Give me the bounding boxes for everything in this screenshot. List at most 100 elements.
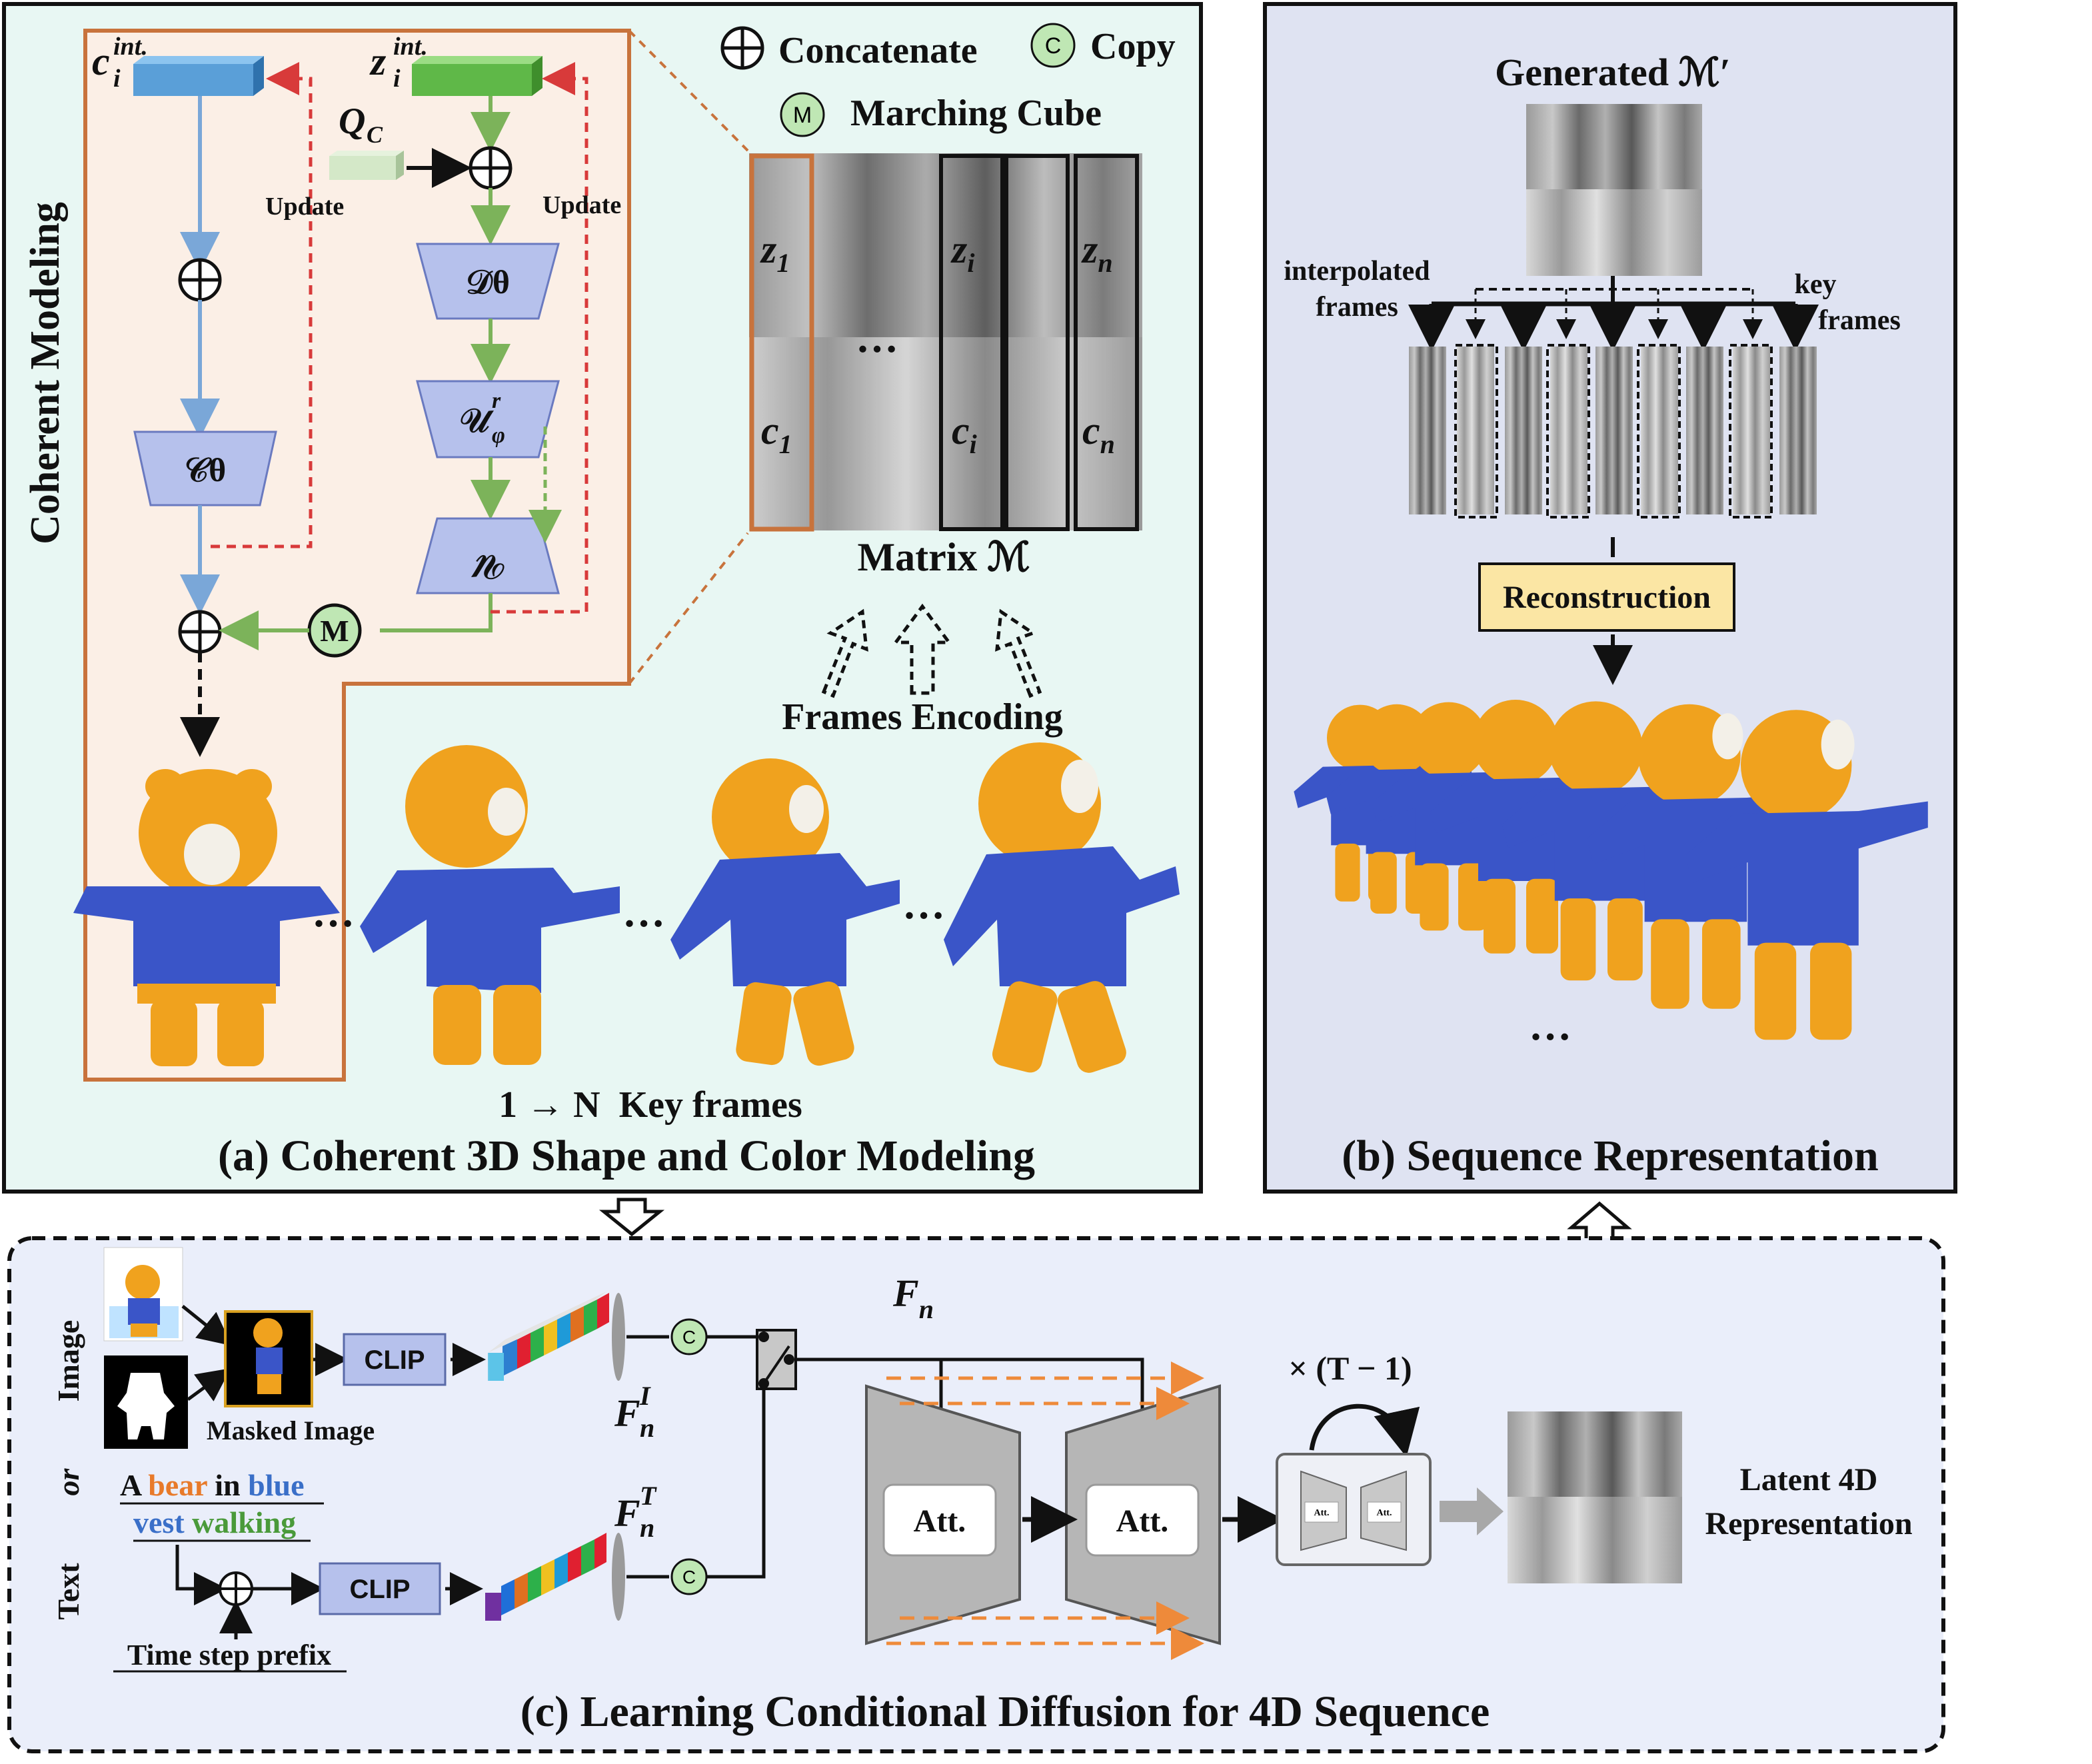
z-int-sup: int. [393, 33, 428, 61]
sequence-ellipsis: … [1529, 1002, 1571, 1049]
latent-label-1: Latent 4D [1740, 1462, 1878, 1497]
panel-b: Generated ℳ′ interpolated frames key fra… [1263, 2, 1957, 1194]
c-int-label: c [92, 39, 110, 83]
reconstructed-bears [1294, 700, 1928, 1040]
u-phi-sup: r [492, 389, 501, 413]
clip-image-label: CLIP [364, 1345, 425, 1375]
svg-text:C: C [1045, 33, 1062, 59]
concat-icon [178, 610, 222, 654]
bear-ellipsis-2: … [622, 888, 665, 936]
matrix-cn: cn [1082, 409, 1115, 459]
legend-concatenate: Concatenate [778, 30, 978, 71]
legend-marching-cube: Marching Cube [850, 93, 1102, 134]
u-phi-flipped-label: 𝒰 [471, 548, 506, 586]
matrix-ellipsis: … [856, 314, 898, 361]
u-phi-label: 𝒰 [460, 402, 495, 439]
clip-text-box [319, 1562, 441, 1615]
frames-encoding-label: Frames Encoding [782, 696, 1063, 738]
small-att-2-label: Att. [1377, 1508, 1392, 1518]
att-decoder-label: Att. [1116, 1503, 1169, 1539]
concat-icon [178, 258, 222, 302]
svg-text:M: M [320, 614, 349, 648]
matrix-zi: zi [950, 227, 974, 278]
att-decoder-box [1085, 1483, 1200, 1557]
svg-text:C: C [682, 1567, 696, 1587]
mask-image [104, 1355, 188, 1449]
arrow-a-to-c [598, 1198, 665, 1237]
key-label-2: frames [1818, 305, 1901, 336]
c-theta-label: 𝒞θ [185, 451, 227, 488]
input-image [103, 1247, 183, 1341]
concat-icon-text [219, 1571, 253, 1606]
panel-c-caption: (c) Learning Conditional Diffusion for 4… [521, 1687, 1490, 1736]
or-label: or [51, 1467, 85, 1495]
svg-text:M: M [793, 103, 812, 128]
z-int-label: z [369, 39, 387, 83]
fnt-sub: n [640, 1513, 654, 1543]
fni-sub: n [640, 1413, 654, 1443]
att-encoder-label: Att. [914, 1503, 966, 1539]
repeat-arrow [1309, 1403, 1420, 1457]
panel-a: Coherent Modeling c int. i z int. i Q C [2, 2, 1203, 1194]
arrow-c-to-b [1567, 1201, 1632, 1243]
legend-copy: Copy [1090, 26, 1176, 67]
qc-block [329, 151, 404, 180]
c-int-sup: int. [113, 33, 148, 61]
c-int-sub: i [113, 65, 121, 93]
concat-legend-icon [720, 26, 764, 70]
fni-label: F [614, 1391, 640, 1435]
panel-a-caption: (a) Coherent 3D Shape and Color Modeling [218, 1132, 1035, 1180]
generated-m-matrix [1526, 104, 1702, 276]
prompt-line-1: A bear in blue [120, 1468, 305, 1502]
text-label: Text [51, 1563, 85, 1620]
bear-keyframe-1 [73, 769, 340, 1066]
fn-label: Fn [892, 1272, 934, 1324]
matrix-col-1 [749, 153, 814, 532]
frame-strips [1409, 344, 1817, 518]
c-int-block [133, 56, 264, 96]
key-frame-arrows [1408, 304, 1819, 351]
matrix-c1: c1 [761, 409, 792, 459]
coherent-modeling-title: Coherent Modeling [23, 202, 68, 544]
latent-label-2: Representation [1705, 1506, 1912, 1541]
reconstruction-box [1478, 562, 1735, 632]
small-att-2 [1367, 1501, 1402, 1523]
matrix-zn: zn [1081, 227, 1113, 278]
image-projection-lens [612, 1293, 625, 1381]
image-label: Image [51, 1320, 85, 1402]
text-projection-lens [612, 1533, 625, 1621]
latent-4d-matrix [1508, 1411, 1682, 1583]
u-phi-flipped-block [416, 517, 560, 594]
svg-text:C: C [682, 1327, 696, 1347]
matrix-m [749, 153, 1142, 532]
generated-m-label: Generated ℳ′ [1495, 51, 1731, 94]
fnt-sup: T [640, 1481, 657, 1511]
grey-arrow [1440, 1487, 1504, 1535]
small-unet-box [1276, 1453, 1432, 1566]
concat-icon [469, 146, 513, 190]
image-embedding-blocks [489, 1293, 609, 1381]
z-int-block [412, 56, 542, 96]
matrix-label: Matrix ℳ [857, 535, 1030, 579]
z-int-sub: i [393, 65, 401, 93]
matrix-col-n [1074, 154, 1139, 531]
bear-keyframe-n [944, 742, 1180, 1073]
update-left-label: Update [265, 193, 344, 221]
d-theta-block [416, 243, 560, 320]
small-att-1 [1304, 1501, 1339, 1523]
masked-image [224, 1310, 313, 1407]
matrix-col-extra [1004, 154, 1070, 531]
matrix-col-i [939, 154, 1004, 531]
copy-legend-icon: C [1030, 23, 1076, 68]
panel-b-caption: (b) Sequence Representation [1342, 1132, 1878, 1180]
frames-encoding-arrows [821, 603, 1042, 698]
masked-image-label: Masked Image [207, 1415, 375, 1445]
time-step-prefix: Time step prefix [127, 1639, 331, 1671]
march-legend-icon: M [780, 92, 825, 137]
interp-label-1: interpolated [1284, 256, 1430, 287]
repeat-label: × (T − 1) [1288, 1349, 1412, 1387]
bear-ellipsis-1: … [312, 888, 355, 936]
copy-icon-image: C [670, 1318, 708, 1355]
panel-c: Image or Text Masked Image CLIP [7, 1236, 1945, 1753]
